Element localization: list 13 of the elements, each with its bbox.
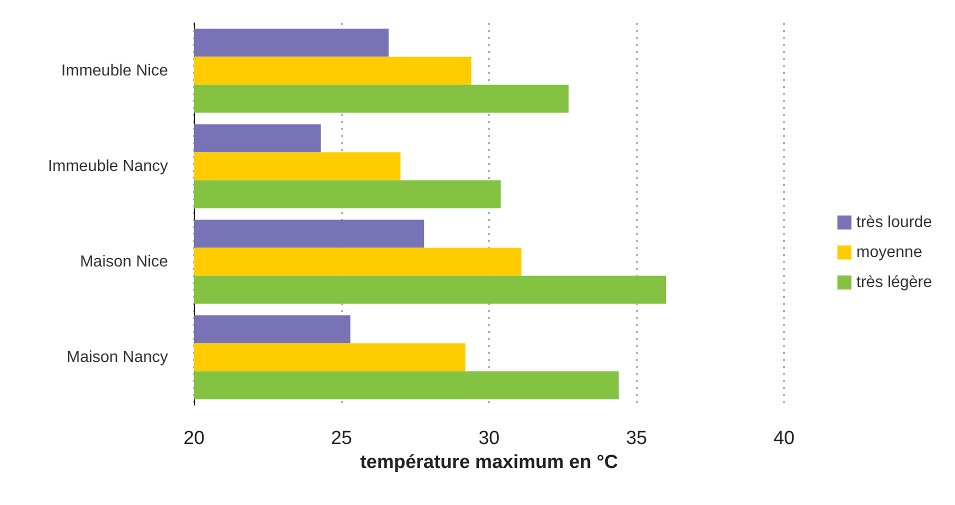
- x-tick-label: 35: [626, 428, 648, 449]
- legend-label: très légère: [856, 274, 932, 291]
- x-axis-title: température maximum en °C: [360, 452, 618, 473]
- x-tick-label: 30: [478, 428, 500, 449]
- y-tick-label: Maison Nice: [80, 253, 168, 270]
- y-tick-label: Immeuble Nice: [61, 62, 168, 80]
- y-tick-label: Immeuble Nancy: [48, 158, 168, 175]
- x-tick-label: 20: [183, 428, 205, 449]
- y-tick-label: Maison Nancy: [66, 348, 168, 366]
- x-tick-label: 40: [773, 428, 795, 449]
- legend-label: très lourde: [856, 214, 932, 231]
- x-tick-label: 25: [330, 428, 352, 449]
- legend-label: moyenne: [856, 244, 922, 261]
